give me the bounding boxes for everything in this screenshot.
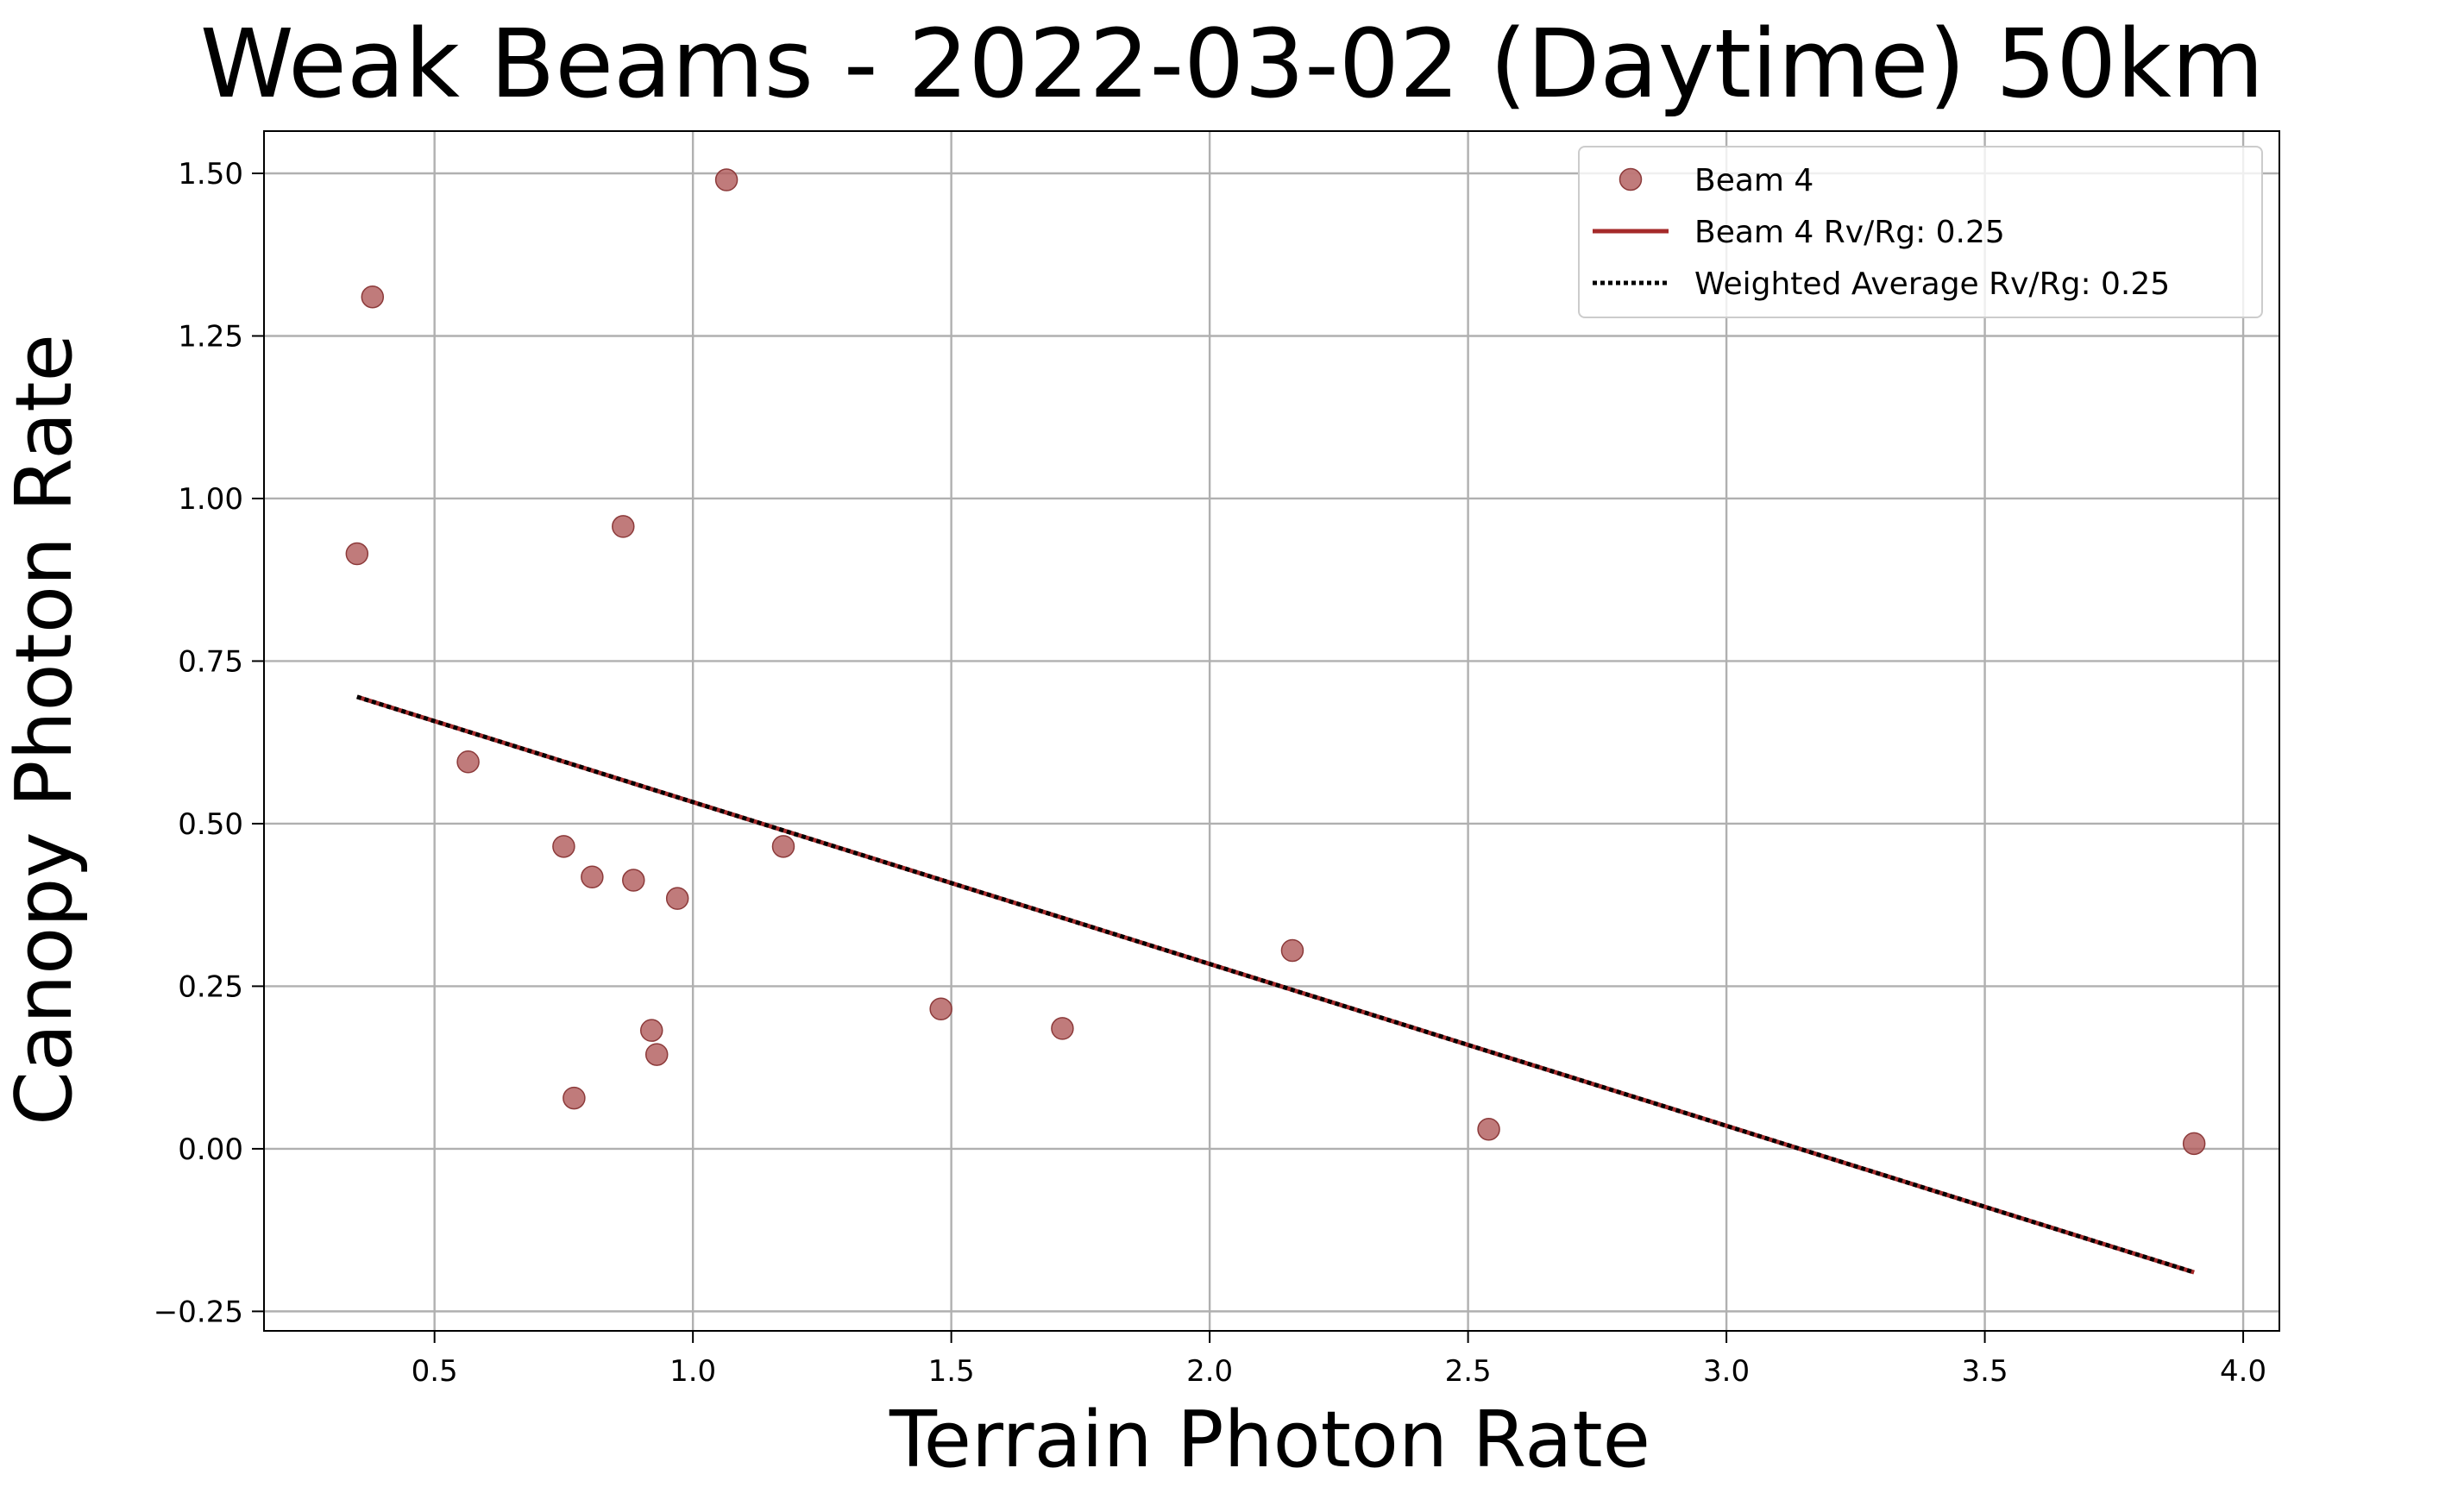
x-tick-label: 3.5	[1962, 1354, 2008, 1389]
scatter-point	[581, 865, 604, 889]
scatter-point	[622, 869, 645, 892]
scatter-point	[1051, 1017, 1074, 1040]
legend-label: Beam 4 Rv/Rg: 0.25	[1694, 215, 2005, 250]
legend-marker-beam-4	[1619, 167, 1643, 191]
scatter-point	[771, 835, 795, 858]
weighted-average-line	[356, 694, 2195, 1275]
legend-label: Weighted Average Rv/Rg: 0.25	[1694, 267, 2170, 302]
legend-label: Beam 4	[1694, 163, 1813, 198]
scatter-point	[2182, 1132, 2206, 1156]
scatter-point	[361, 285, 385, 309]
y-tick-label: 0.50	[178, 807, 243, 842]
grid-lines	[264, 131, 2279, 1331]
scatter-point	[612, 515, 635, 538]
x-tick-label: 0.5	[412, 1354, 458, 1389]
y-tick-label: 1.25	[178, 319, 243, 354]
x-tick-label: 2.0	[1186, 1354, 1233, 1389]
x-tick-label: 3.0	[1703, 1354, 1750, 1389]
scatter-point	[929, 997, 952, 1021]
y-axis-label: Canopy Photon Rate	[0, 334, 90, 1126]
plot-area	[345, 168, 2206, 1275]
x-tick-label: 1.0	[669, 1354, 716, 1389]
scatter-point	[639, 1019, 663, 1042]
y-tick-label: 0.00	[178, 1132, 243, 1167]
scatter-point	[456, 750, 480, 774]
y-axis-ticks: −0.25 0.00 0.25 0.50 0.75 1.00 1.25 1.50	[154, 157, 264, 1329]
y-tick-label: 0.75	[178, 644, 243, 679]
scatter-point	[644, 1043, 669, 1066]
x-axis-label: Terrain Photon Rate	[889, 1395, 1650, 1485]
scatter-point	[1477, 1118, 1500, 1141]
y-tick-label: −0.25	[154, 1295, 243, 1329]
scatter-point	[345, 542, 369, 566]
y-tick-label: 0.25	[178, 969, 243, 1004]
scatter-point	[1280, 938, 1304, 963]
legend: Beam 4 Beam 4 Rv/Rg: 0.25 Weighted Average…	[1578, 146, 2263, 318]
plot-frame	[263, 130, 2280, 1332]
x-tick-label: 1.5	[928, 1354, 975, 1389]
x-axis-ticks: 0.5 1.0 1.5 2.0 2.5 3.0 3.5 4.0	[412, 1331, 2266, 1389]
y-tick-label: 1.50	[178, 157, 243, 191]
scatter-point	[563, 1086, 586, 1110]
chart-title: Weak Beams - 2022-03-02 (Daytime) 50km	[200, 9, 2264, 119]
y-tick-label: 1.00	[178, 482, 243, 517]
scatter-point	[665, 887, 689, 910]
x-tick-label: 2.5	[1445, 1354, 1492, 1389]
scatter-point	[714, 168, 739, 191]
x-tick-label: 4.0	[2220, 1354, 2266, 1389]
legend-box	[1578, 146, 2263, 318]
scatter-point	[552, 835, 575, 858]
